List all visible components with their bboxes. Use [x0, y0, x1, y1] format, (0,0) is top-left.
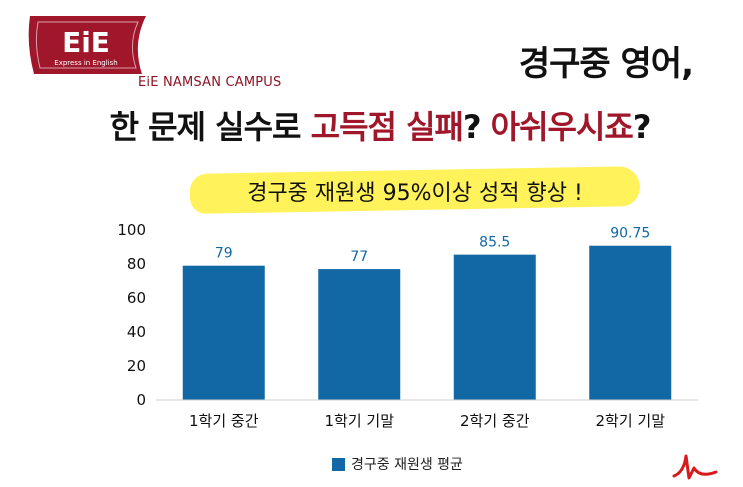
- logo-tagline: Express in English: [54, 59, 117, 67]
- x-axis: 1학기 중간 1학기 기말 2학기 중간 2학기 기말: [156, 399, 698, 430]
- bar: [318, 269, 401, 400]
- y-tick-label: 60: [127, 289, 146, 307]
- x-tick-label: 2학기 중간: [460, 412, 530, 430]
- y-tick-label: 0: [136, 391, 146, 409]
- legend-swatch: [332, 457, 345, 471]
- headline-line2-suffix: ?: [632, 108, 652, 146]
- data-label: 90.75: [610, 226, 650, 242]
- y-tick-label: 20: [127, 357, 146, 375]
- banner-text: 경구중 재원생 95%이상 성적 향상 !: [247, 181, 583, 206]
- bar-chart: 0 20 40 60 80 100 79 77 85.5 90.75 1학기 중간 1학기 기말 2…: [117, 221, 698, 430]
- bar: [453, 254, 536, 400]
- bar: [182, 265, 265, 400]
- y-tick-label: 80: [127, 255, 146, 273]
- headline-highlight-2: 아쉬우시죠: [490, 108, 634, 146]
- x-tick-label: 1학기 기말: [324, 412, 394, 430]
- campus-name: EiE NAMSAN CAMPUS: [138, 75, 282, 90]
- headline-line2-prefix: 한 문제 실수로: [109, 108, 311, 146]
- data-label: 77: [350, 249, 368, 265]
- x-tick-label: 1학기 중간: [189, 412, 259, 430]
- data-label: 79: [215, 246, 233, 262]
- signature-mark: [672, 454, 718, 480]
- bars: 79 77 85.5 90.75: [182, 226, 672, 400]
- logo-lettering: EiE: [62, 26, 110, 59]
- headline-line2-mid: ?: [462, 108, 491, 146]
- legend-label: 경구중 재원생 평균: [351, 457, 463, 473]
- result-banner: 경구중 재원생 95%이상 성적 향상 !: [189, 166, 641, 214]
- eie-logo: EiE Express in English: [24, 14, 152, 76]
- y-axis: 0 20 40 60 80 100: [117, 221, 146, 409]
- headline-highlight-1: 고득점 실패: [310, 108, 464, 146]
- y-tick-label: 100: [117, 221, 146, 239]
- y-tick-label: 40: [127, 323, 146, 341]
- x-tick-label: 2학기 기말: [595, 412, 665, 430]
- chart-legend: 경구중 재원생 평균: [332, 454, 463, 474]
- headline-line1: 경구중 영어,: [518, 44, 694, 84]
- bar: [589, 245, 672, 400]
- headline-line2: 한 문제 실수로 고득점 실패? 아쉬우시죠?: [50, 102, 710, 148]
- data-label: 85.5: [479, 235, 510, 251]
